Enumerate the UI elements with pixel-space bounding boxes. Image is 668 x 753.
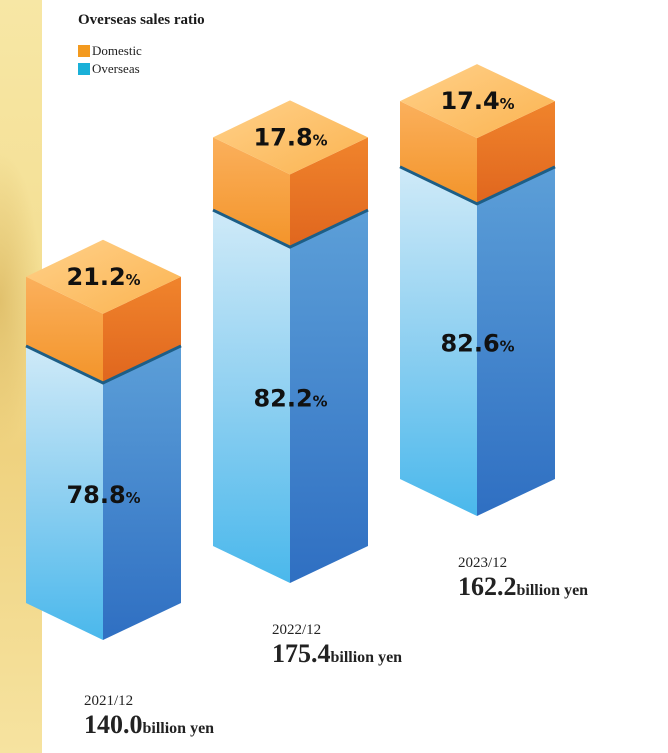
bar-overseas-front [213, 210, 290, 583]
bar-domestic-side [103, 276, 181, 383]
segment-seam [25, 344, 182, 385]
label-domestic-pct: 21.2% [66, 263, 140, 291]
label-domestic-pct: 17.8% [253, 123, 327, 151]
caption-2: 2023/12 162.2billion yen [458, 555, 588, 606]
bar-overseas-front [400, 166, 477, 516]
caption-amount-row: 175.4billion yen [272, 639, 402, 673]
legend-item-domestic: Domestic [78, 42, 142, 60]
label-overseas-pct: 78.8% [66, 481, 140, 509]
bar-domestic-front [213, 137, 290, 248]
bar-overseas-side [103, 345, 181, 640]
bar-domestic-side [477, 101, 555, 204]
label-domestic-pct: 17.4% [440, 87, 514, 115]
legend: Domestic Overseas [78, 42, 142, 78]
bar-overseas-side [477, 166, 555, 516]
caption-date: 2022/12 [272, 622, 322, 638]
legend-label-overseas: Overseas [92, 61, 140, 76]
segment-seam [399, 165, 556, 206]
bar-top-face [213, 100, 368, 175]
bar-overseas-front [26, 345, 103, 640]
legend-swatch-overseas [78, 63, 90, 75]
caption-amount-row: 140.0billion yen [84, 710, 214, 744]
bar-overseas-side [290, 210, 368, 583]
legend-item-overseas: Overseas [78, 60, 142, 78]
caption-unit: billion yen [142, 720, 215, 737]
caption-date: 2023/12 [458, 555, 508, 571]
caption-total: 140.0 [84, 710, 143, 739]
caption-1: 2022/12 175.4billion yen [272, 622, 402, 673]
legend-label-domestic: Domestic [92, 43, 142, 58]
bar-top-face [400, 64, 555, 139]
legend-swatch-domestic [78, 45, 90, 57]
bar-domestic-front [400, 101, 477, 204]
segment-seam [212, 208, 369, 249]
caption-unit: billion yen [516, 582, 589, 599]
caption-0: 2021/12 140.0billion yen [84, 693, 214, 744]
caption-date: 2021/12 [84, 693, 134, 709]
caption-unit: billion yen [330, 649, 403, 666]
label-overseas-pct: 82.2% [253, 385, 327, 413]
caption-total: 162.2 [458, 572, 517, 601]
chart-title: Overseas sales ratio [78, 12, 205, 28]
bar-domestic-front [26, 276, 103, 383]
bar-domestic-side [290, 137, 368, 248]
label-overseas-pct: 82.6% [440, 329, 514, 357]
caption-total: 175.4 [272, 639, 331, 668]
bar-top-face [26, 239, 181, 314]
caption-amount-row: 162.2billion yen [458, 572, 588, 606]
